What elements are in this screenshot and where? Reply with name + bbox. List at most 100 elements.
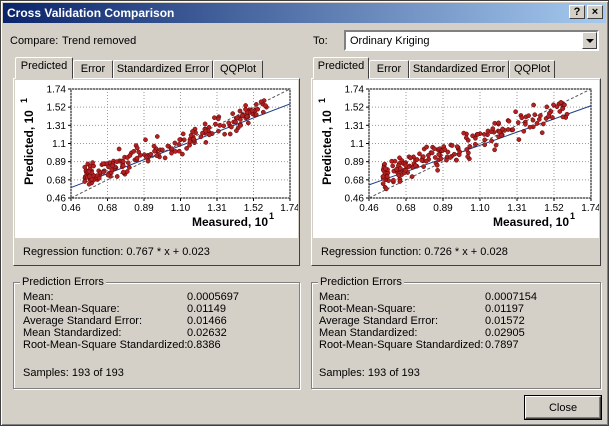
scatter-point bbox=[391, 177, 396, 183]
scatter-point bbox=[523, 121, 528, 127]
rms-standardized-label-right: Root-Mean-Square Standardized: bbox=[319, 339, 484, 351]
x-tick-label: 1.10 bbox=[470, 203, 490, 214]
scatter-point bbox=[473, 135, 478, 141]
scatter-point bbox=[472, 141, 478, 147]
compare-label: Compare: bbox=[10, 35, 59, 47]
scatter-point bbox=[121, 169, 126, 175]
scatter-point bbox=[238, 122, 244, 128]
scatter-point bbox=[258, 99, 264, 105]
scatter-point bbox=[515, 120, 521, 125]
scatter-point bbox=[181, 137, 187, 143]
tab-predicted-left[interactable]: Predicted bbox=[15, 57, 73, 79]
scatter-point bbox=[234, 128, 239, 134]
scatter-point bbox=[490, 126, 496, 131]
x-tick-label: 1.31 bbox=[507, 203, 527, 214]
tab-error-right[interactable]: Error bbox=[369, 60, 409, 79]
scatter-point bbox=[530, 117, 536, 123]
scatter-point bbox=[465, 137, 471, 143]
scatter-point bbox=[249, 108, 255, 114]
scatter-point bbox=[154, 153, 160, 158]
tab-standardized-error-right[interactable]: Standardized Error bbox=[409, 60, 509, 79]
x-axis-label: Measured, 10 bbox=[192, 215, 268, 229]
scatter-point bbox=[449, 143, 455, 148]
scatter-point bbox=[527, 124, 533, 130]
x-tick-label: 1.74 bbox=[280, 203, 298, 214]
y-tick-label: 1.1 bbox=[52, 139, 66, 150]
scatter-point bbox=[442, 147, 448, 152]
tab-predicted-right[interactable]: Predicted bbox=[313, 57, 369, 79]
help-button[interactable]: ? bbox=[569, 5, 585, 19]
scatter-point bbox=[114, 159, 120, 165]
tab-panel-right: 0.46 0.68 0.89 1.10 1.31 1.52 1.74 1.74 1.52 1.31… bbox=[311, 78, 601, 266]
scatter-point bbox=[191, 136, 197, 142]
scatter-point bbox=[100, 161, 106, 167]
scatter-point bbox=[465, 154, 471, 159]
scatter-point bbox=[240, 113, 245, 118]
scatter-point bbox=[408, 155, 413, 161]
tab-standardized-error-left[interactable]: Standardized Error bbox=[113, 60, 213, 79]
scatter-point bbox=[151, 143, 157, 149]
prediction-errors-left: Prediction Errors Mean: 0.0005697 Root-M… bbox=[13, 276, 300, 389]
rms-standardized-value-right: 0.7897 bbox=[485, 339, 519, 351]
scatter-point bbox=[513, 109, 518, 115]
scatter-point bbox=[169, 150, 174, 156]
scatter-point bbox=[380, 181, 386, 187]
scatter-point bbox=[255, 106, 261, 112]
x-axis-exponent: 1 bbox=[570, 211, 575, 221]
scatter-point bbox=[215, 116, 221, 122]
y-tick-label: 1.52 bbox=[47, 103, 67, 114]
to-method-select[interactable]: Ordinary Kriging bbox=[344, 30, 599, 51]
close-button[interactable]: Close bbox=[524, 395, 602, 420]
avg-std-error-label-right: Average Standard Error: bbox=[319, 315, 439, 327]
scatter-point bbox=[481, 132, 487, 137]
x-tick-label: 0.46 bbox=[61, 203, 81, 214]
x-tick-label: 0.46 bbox=[359, 203, 379, 214]
x-tick-label: 1.31 bbox=[207, 203, 227, 214]
x-tick-label: 0.89 bbox=[433, 203, 453, 214]
scatter-point bbox=[447, 155, 453, 160]
y-axis-exponent: 1 bbox=[19, 98, 29, 103]
scatter-point bbox=[180, 131, 186, 137]
y-tick-label: 1.1 bbox=[350, 139, 364, 150]
tab-qqplot-right[interactable]: QQPlot bbox=[509, 60, 555, 79]
scatter-point bbox=[203, 128, 209, 134]
scatter-point bbox=[96, 175, 102, 181]
avg-std-error-label-left: Average Standard Error: bbox=[23, 315, 143, 327]
rms-label-left: Root-Mean-Square: bbox=[23, 303, 120, 315]
scatter-point bbox=[482, 137, 488, 143]
prediction-errors-title-left: Prediction Errors bbox=[20, 276, 106, 288]
title-bar[interactable]: Cross Validation Comparison ? × bbox=[3, 3, 606, 23]
scatter-point bbox=[531, 102, 536, 108]
scatter-point bbox=[496, 120, 501, 126]
scatter-point bbox=[532, 112, 538, 118]
y-tick-label: 0.89 bbox=[345, 157, 365, 168]
scatter-point bbox=[143, 154, 149, 160]
y-tick-label: 1.31 bbox=[345, 121, 365, 132]
scatter-point bbox=[143, 137, 148, 143]
close-window-button[interactable]: × bbox=[587, 5, 603, 19]
chevron-down-icon[interactable] bbox=[582, 32, 597, 49]
scatter-point bbox=[445, 149, 451, 155]
y-axis-label: Predicted, 10 bbox=[22, 110, 36, 185]
scatter-point bbox=[82, 164, 88, 170]
mean-standardized-label-right: Mean Standardized: bbox=[319, 327, 418, 339]
scatter-point bbox=[497, 129, 502, 135]
tab-error-left[interactable]: Error bbox=[73, 60, 113, 79]
scatter-point bbox=[202, 121, 208, 127]
scatter-point bbox=[131, 148, 137, 154]
y-tick-label: 1.31 bbox=[47, 121, 67, 132]
scatter-point bbox=[403, 163, 409, 169]
scatter-point bbox=[148, 151, 154, 157]
y-tick-label: 1.52 bbox=[345, 103, 365, 114]
scatter-point bbox=[169, 146, 175, 152]
scatter-point bbox=[226, 120, 232, 126]
y-tick-label: 0.89 bbox=[47, 157, 67, 168]
tab-qqplot-left[interactable]: QQPlot bbox=[213, 60, 263, 79]
to-method-value: Ordinary Kriging bbox=[350, 35, 430, 47]
y-tick-label: 0.68 bbox=[345, 175, 365, 186]
y-tick-label: 0.68 bbox=[47, 175, 67, 186]
x-tick-label: 1.52 bbox=[244, 203, 264, 214]
scatter-point bbox=[105, 172, 111, 178]
scatter-point bbox=[383, 166, 388, 171]
